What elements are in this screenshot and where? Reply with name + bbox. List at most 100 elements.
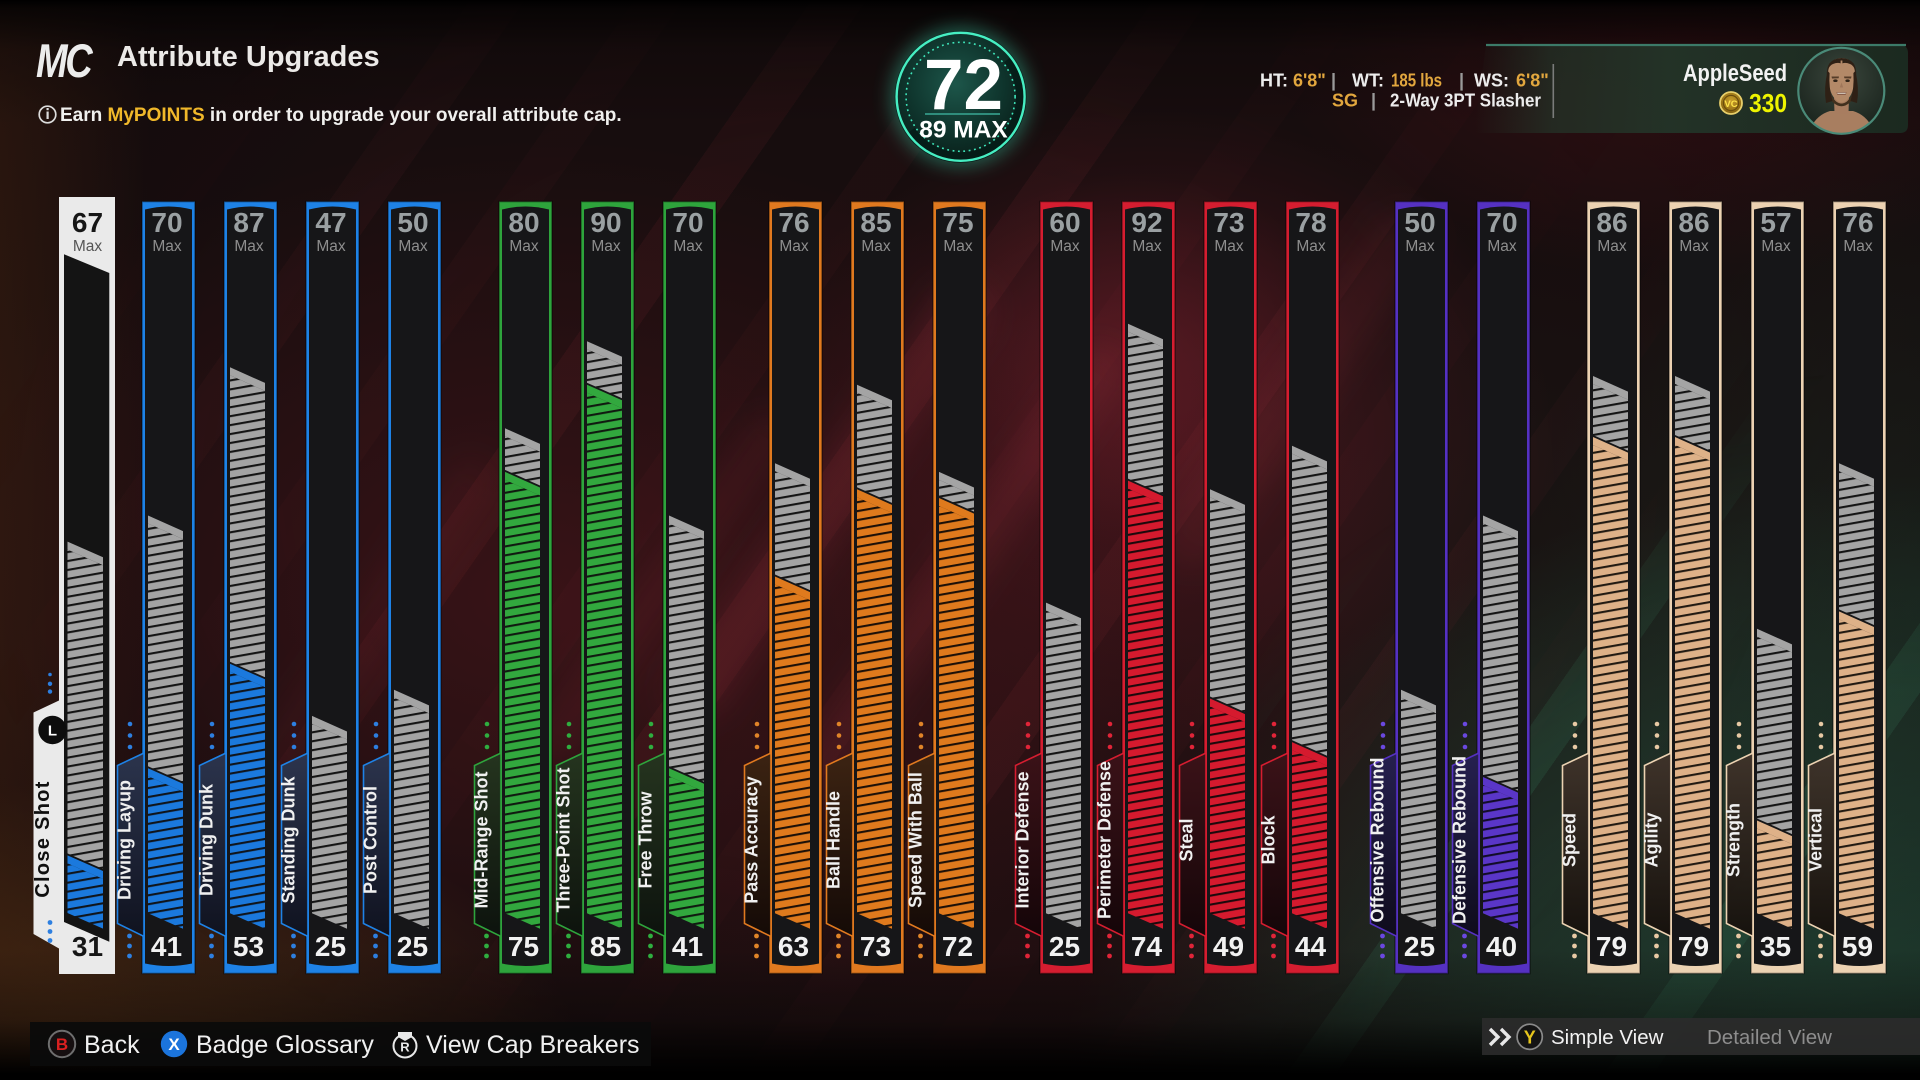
- svg-text:Speed With Ball: Speed With Ball: [906, 772, 926, 908]
- svg-text:Max: Max: [1679, 238, 1709, 255]
- svg-text:25: 25: [1049, 931, 1080, 962]
- svg-text:Max: Max: [73, 238, 103, 255]
- svg-text:Defensive Rebound: Defensive Rebound: [1450, 756, 1470, 924]
- svg-text:WS:: WS:: [1474, 71, 1509, 91]
- svg-text:Max: Max: [779, 238, 809, 255]
- svg-text:85: 85: [590, 931, 621, 962]
- svg-text:Max: Max: [1296, 238, 1326, 255]
- svg-text:35: 35: [1760, 931, 1791, 962]
- svg-text:HT:: HT:: [1260, 71, 1288, 91]
- svg-text:Max: Max: [398, 238, 428, 255]
- svg-text:|: |: [1331, 71, 1336, 91]
- svg-text:View Cap Breakers: View Cap Breakers: [426, 1031, 640, 1059]
- svg-text:25: 25: [1404, 931, 1435, 962]
- svg-text:53: 53: [233, 931, 264, 962]
- svg-text:70: 70: [151, 207, 182, 238]
- svg-text:Post Control: Post Control: [361, 786, 381, 894]
- svg-text:86: 86: [1678, 207, 1709, 238]
- svg-text:Max: Max: [1843, 238, 1873, 255]
- svg-text:185 lbs: 185 lbs: [1391, 71, 1442, 91]
- svg-text:67: 67: [72, 207, 103, 238]
- svg-text:Steal: Steal: [1177, 818, 1197, 861]
- svg-text:80: 80: [508, 207, 539, 238]
- svg-text:90: 90: [590, 207, 621, 238]
- svg-text:WT:: WT:: [1352, 71, 1384, 91]
- svg-text:Max: Max: [591, 238, 621, 255]
- svg-text:330: 330: [1749, 88, 1787, 118]
- svg-text:Vertical: Vertical: [1806, 808, 1826, 872]
- svg-text:60: 60: [1049, 207, 1080, 238]
- svg-text:VC: VC: [1724, 99, 1737, 110]
- svg-text:Max: Max: [861, 238, 891, 255]
- svg-text:Standing Dunk: Standing Dunk: [279, 776, 299, 904]
- svg-text:Max: Max: [509, 238, 539, 255]
- svg-text:Detailed View: Detailed View: [1707, 1026, 1832, 1049]
- svg-text:63: 63: [778, 931, 809, 962]
- svg-text:25: 25: [315, 931, 346, 962]
- svg-text:Simple View: Simple View: [1551, 1026, 1664, 1049]
- svg-text:75: 75: [508, 931, 539, 962]
- svg-text:Max: Max: [234, 238, 264, 255]
- svg-text:Interior Defense: Interior Defense: [1013, 771, 1033, 908]
- svg-text:Max: Max: [1597, 238, 1627, 255]
- svg-text:79: 79: [1678, 931, 1709, 962]
- svg-text:Max: Max: [1405, 238, 1435, 255]
- svg-text:Max: Max: [316, 238, 346, 255]
- svg-text:Back: Back: [84, 1031, 140, 1059]
- svg-text:70: 70: [672, 207, 703, 238]
- svg-text:50: 50: [397, 207, 428, 238]
- svg-text:Badge Glossary: Badge Glossary: [196, 1031, 374, 1059]
- svg-text:78: 78: [1295, 207, 1326, 238]
- svg-text:75: 75: [942, 207, 973, 238]
- svg-text:40: 40: [1486, 931, 1517, 962]
- svg-text:Max: Max: [673, 238, 703, 255]
- svg-text:Driving Layup: Driving Layup: [115, 780, 135, 900]
- svg-text:Y: Y: [1524, 1028, 1536, 1048]
- svg-text:85: 85: [860, 207, 891, 238]
- svg-text:59: 59: [1842, 931, 1873, 962]
- svg-text:Close Shot: Close Shot: [32, 780, 54, 897]
- svg-text:92: 92: [1131, 207, 1162, 238]
- svg-text:73: 73: [860, 931, 891, 962]
- svg-text:57: 57: [1760, 207, 1791, 238]
- svg-text:76: 76: [778, 207, 809, 238]
- svg-text:6'8": 6'8": [1293, 71, 1326, 91]
- svg-text:Offensive Rebound: Offensive Rebound: [1368, 757, 1388, 922]
- svg-text:41: 41: [151, 931, 182, 962]
- svg-text:Free Throw: Free Throw: [636, 790, 656, 888]
- svg-text:50: 50: [1404, 207, 1435, 238]
- svg-text:Max: Max: [1132, 238, 1162, 255]
- svg-text:Max: Max: [1487, 238, 1517, 255]
- svg-text:|: |: [1371, 91, 1376, 111]
- svg-text:Block: Block: [1259, 815, 1279, 865]
- svg-text:Perimeter Defense: Perimeter Defense: [1095, 761, 1115, 919]
- svg-text:49: 49: [1213, 931, 1244, 962]
- svg-text:Max: Max: [152, 238, 182, 255]
- svg-text:41: 41: [672, 931, 703, 962]
- svg-text:25: 25: [397, 931, 428, 962]
- svg-text:MC: MC: [36, 35, 94, 88]
- svg-text:6'8": 6'8": [1516, 71, 1549, 91]
- svg-text:72: 72: [942, 931, 973, 962]
- svg-text:Max: Max: [1050, 238, 1080, 255]
- svg-text:Speed: Speed: [1560, 813, 1580, 867]
- svg-text:Max: Max: [1214, 238, 1244, 255]
- svg-text:Mid-Range Shot: Mid-Range Shot: [472, 772, 492, 909]
- svg-text:47: 47: [315, 207, 346, 238]
- svg-text:87: 87: [233, 207, 264, 238]
- svg-text:Earn MyPOINTS in order to upgr: Earn MyPOINTS in order to upgrade your o…: [60, 105, 622, 126]
- svg-text:Three-Point Shot: Three-Point Shot: [554, 768, 574, 913]
- svg-text:AppleSeed: AppleSeed: [1683, 60, 1787, 87]
- svg-text:76: 76: [1842, 207, 1873, 238]
- svg-text:2-Way 3PT Slasher: 2-Way 3PT Slasher: [1390, 91, 1541, 111]
- svg-text:Attribute Upgrades: Attribute Upgrades: [117, 41, 380, 73]
- svg-text:Max: Max: [1761, 238, 1791, 255]
- svg-text:L: L: [48, 723, 57, 740]
- svg-text:Driving Dunk: Driving Dunk: [197, 783, 217, 896]
- svg-text:72: 72: [924, 46, 1003, 125]
- svg-text:Pass Accuracy: Pass Accuracy: [742, 776, 762, 903]
- svg-text:B: B: [56, 1035, 68, 1054]
- svg-text:89 MAX: 89 MAX: [919, 117, 1008, 144]
- svg-text:31: 31: [72, 931, 103, 962]
- svg-text:73: 73: [1213, 207, 1244, 238]
